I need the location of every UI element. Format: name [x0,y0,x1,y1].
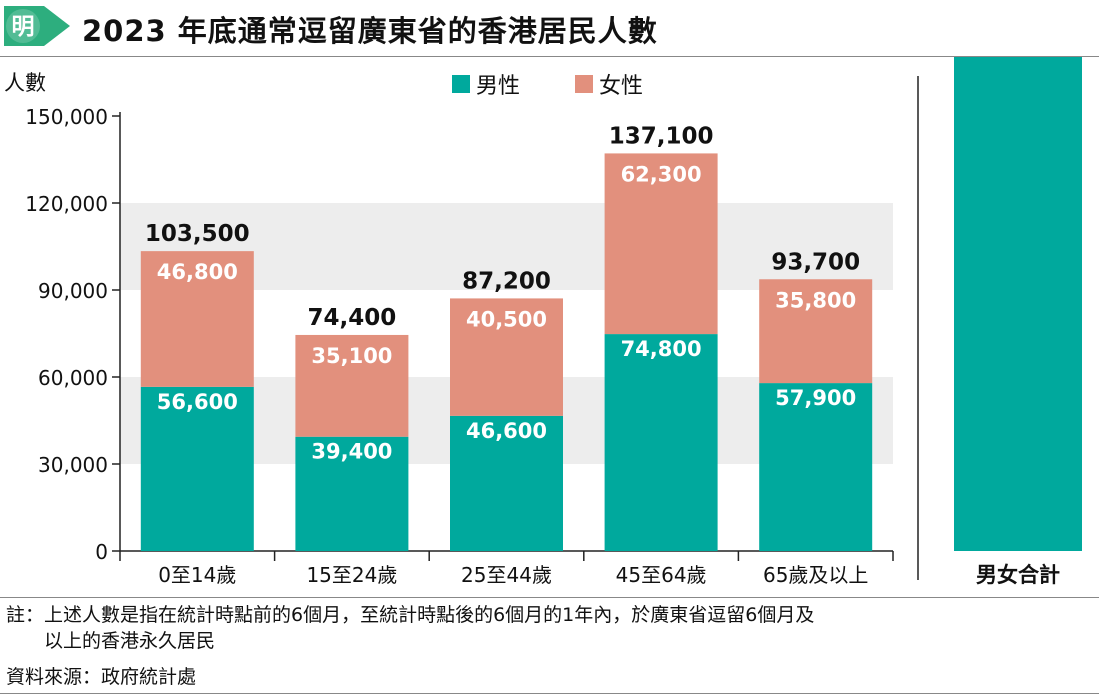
footnote-line-2: 以上的香港永久居民 [6,630,216,652]
footnote-line-1: 註：上述人數是指在統計時點前的6個月，至統計時點後的6個月的1年內，於廣東省逗留… [6,604,815,626]
bar-total-label: 137,100 [609,123,714,149]
bar-total-label: 74,400 [308,305,397,331]
bar-total-label: 87,200 [462,268,551,294]
logo-character: 明 [11,14,35,40]
y-axis-title: 人數 [4,71,46,95]
bar-total-label: 103,500 [145,221,250,247]
x-tick-label: 15至24歲 [306,563,397,587]
y-tick-label: 150,000 [25,105,108,129]
bar-female-label: 62,300 [621,162,702,186]
y-tick-label: 60,000 [38,366,108,390]
header: 明 2023 年底通常逗留廣東省的香港居民人數 [0,0,1099,56]
bar-male [450,415,563,551]
y-tick-label: 0 [95,540,108,564]
bar-female-label: 46,800 [157,260,238,284]
bar-female [759,279,873,384]
y-tick-label: 120,000 [25,192,108,216]
bar-female [295,334,409,437]
x-tick-label: 65歲及以上 [763,563,868,587]
source-note: 資料來源：政府統計處 [6,666,197,688]
y-tick-label: 30,000 [38,453,108,477]
bar-male [140,386,254,551]
bar-male-label: 56,600 [157,390,238,414]
newspaper-logo: 明 [0,4,74,48]
bar-female [450,298,563,416]
bar-total-label: 93,700 [771,249,860,275]
x-tick-label: 0至14歲 [158,563,236,587]
legend-female-swatch [575,75,593,93]
bar-male [604,334,718,551]
bar-female-label: 40,500 [466,307,547,331]
legend-male-label: 男性 [476,74,521,99]
bar-male-label: 74,800 [621,337,702,361]
bar-male-label: 39,400 [311,440,392,464]
bar-male [759,383,873,551]
legend-male-swatch [452,75,470,93]
legend-female: 女性 [575,70,644,99]
bar-female [140,251,254,387]
bar-male [295,436,409,551]
y-tick-label: 90,000 [38,279,108,303]
legend-male: 男性 [452,70,521,99]
x-tick-label: 45至64歲 [616,563,707,587]
summary-category-label: 男女合計 [976,563,1060,587]
summary-bar-male [954,57,1082,551]
chart-area: 0 30,000 60,000 90,000 120,000 150,000 人數 56,60… [4,57,1082,587]
header-divider [0,56,1099,57]
footnote-divider [0,597,1099,598]
chart-title: 2023 年底通常逗留廣東省的香港居民人數 [82,14,658,48]
bar-female [604,153,718,335]
legend-female-label: 女性 [599,74,644,99]
bottom-divider [0,693,1099,694]
bar-female-label: 35,100 [311,344,392,368]
x-tick-label: 25至44歲 [461,563,552,587]
bar-male-label: 57,900 [775,386,856,410]
bar-male-label: 46,600 [466,419,547,443]
bar-female-label: 35,800 [775,288,856,312]
logo-badge-icon [4,6,70,46]
